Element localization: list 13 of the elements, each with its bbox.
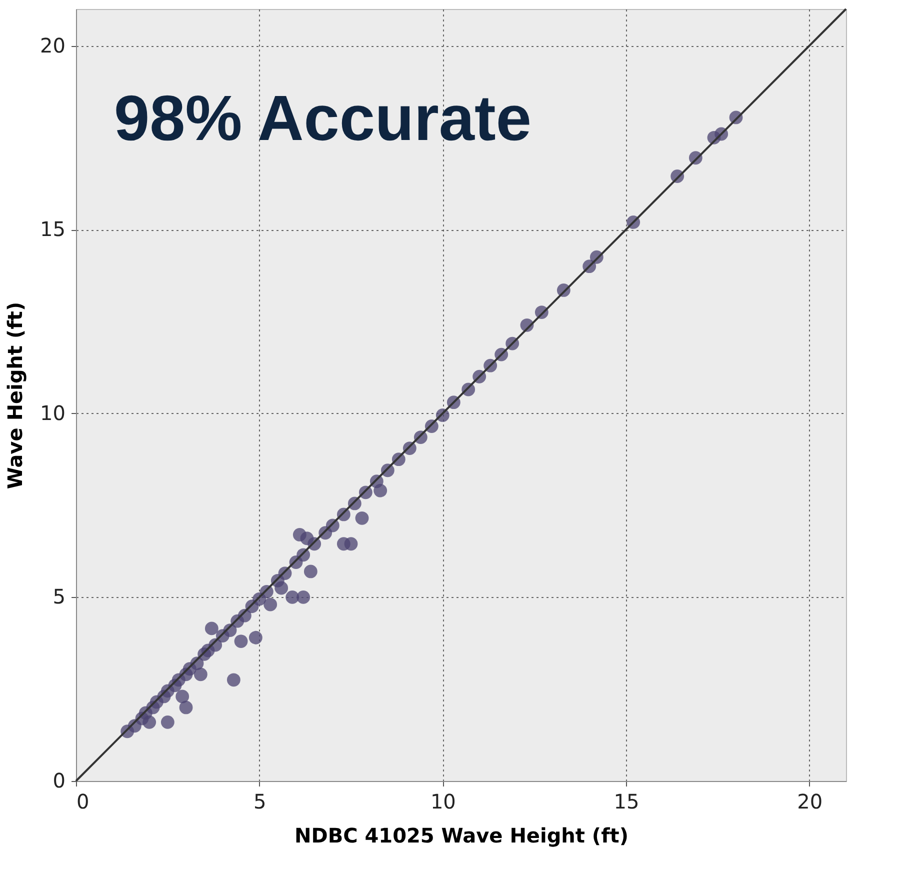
y-tick-label: 0 [52,768,66,792]
x-tick-label: 20 [797,790,823,814]
y-tick-label: 15 [40,217,66,242]
y-axis-title: Wave Height (ft) [3,302,28,490]
y-tick-label: 10 [40,400,66,425]
y-tick-label: 20 [40,33,66,58]
x-tick-label: 10 [430,790,456,814]
x-axis-title: NDBC 41025 Wave Height (ft) [294,824,628,848]
x-tick-label: 5 [253,790,266,814]
x-tick-label: 0 [76,790,90,814]
y-tick-label: 5 [52,584,66,609]
x-tick-label: 15 [614,790,640,814]
annotation: 98% Accurate [114,82,532,154]
